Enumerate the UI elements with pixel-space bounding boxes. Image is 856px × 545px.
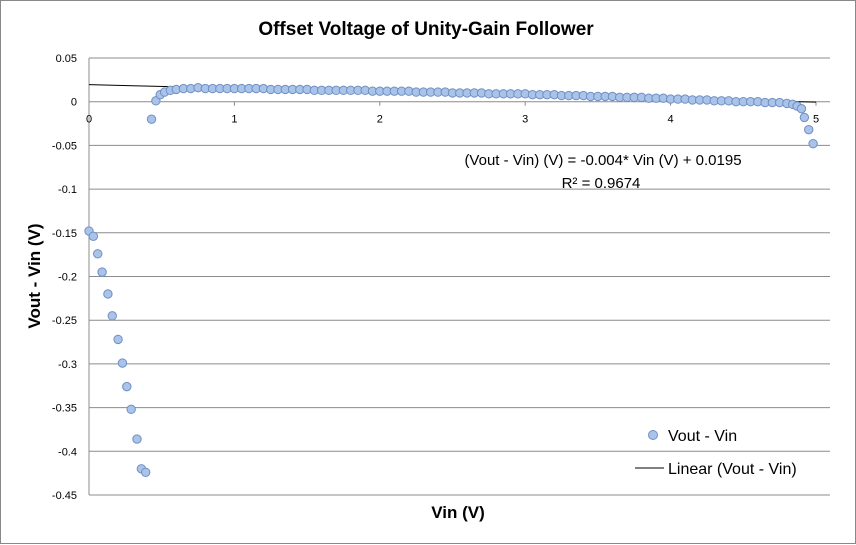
- data-point: [88, 231, 99, 241]
- grid-layer: [89, 57, 830, 496]
- data-point: [141, 467, 151, 477]
- data-point: [97, 267, 107, 277]
- x-axis-title: Vin (V): [431, 503, 485, 522]
- data-point: [796, 103, 807, 114]
- data-point: [804, 124, 814, 135]
- y-tick-label: -0.15: [52, 228, 77, 240]
- data-point: [117, 358, 128, 368]
- y-tick-label: -0.1: [58, 184, 77, 196]
- y-tick-label: -0.2: [58, 272, 77, 284]
- y-tick-label: -0.25: [52, 315, 77, 327]
- data-point: [122, 381, 132, 392]
- y-tick-label: -0.35: [52, 403, 77, 415]
- y-axis-title: Vout - Vin (V): [25, 223, 44, 328]
- r-squared-label: R² = 0.9674: [562, 175, 641, 192]
- y-tick-label: 0.05: [56, 53, 77, 65]
- x-tick-label: 3: [522, 114, 528, 126]
- data-point: [132, 434, 142, 444]
- x-tick-label: 0: [86, 114, 92, 126]
- data-point: [146, 114, 157, 124]
- data-point: [126, 404, 136, 415]
- data-point: [808, 138, 818, 149]
- y-tick-label: -0.45: [52, 490, 77, 502]
- y-tick-label: -0.05: [52, 140, 77, 152]
- data-point-layer: [84, 83, 818, 477]
- legend: Vout - Vin Linear (Vout - Vin): [635, 428, 797, 478]
- data-point: [93, 249, 103, 259]
- y-tick-label: -0.3: [58, 359, 77, 371]
- x-tick-label: 1: [231, 114, 237, 126]
- data-point: [103, 289, 113, 299]
- data-point: [113, 334, 123, 345]
- tick-label-layer: 0.05 0 -0.05 -0.1 -0.15 -0.2 -0.25 -0.3 -0.35 -0.…: [52, 53, 819, 502]
- data-point: [107, 311, 117, 321]
- legend-label-scatter: Vout - Vin: [668, 428, 737, 445]
- legend-marker-scatter: [648, 430, 658, 440]
- x-tick-label: 5: [813, 114, 819, 126]
- x-tick-label: 4: [668, 114, 674, 126]
- x-tick-label: 2: [377, 114, 383, 126]
- legend-label-line: Linear (Vout - Vin): [668, 461, 797, 478]
- y-tick-label: -0.4: [58, 446, 77, 458]
- trendline-equation: (Vout - Vin) (V) = -0.004* Vin (V) + 0.0…: [464, 152, 741, 169]
- chart-title: Offset Voltage of Unity-Gain Follower: [258, 19, 594, 40]
- data-point: [799, 112, 810, 123]
- y-tick-label: 0: [71, 97, 77, 109]
